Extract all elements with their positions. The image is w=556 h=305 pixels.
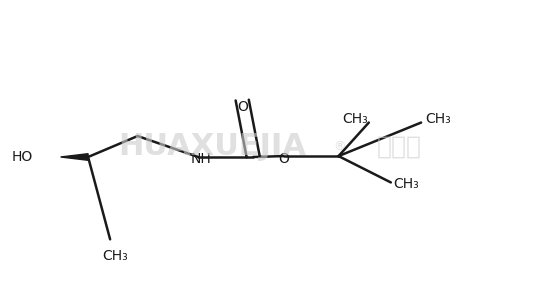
Text: O: O [237, 100, 247, 114]
Text: 化学加: 化学加 [376, 135, 421, 159]
Text: NH: NH [191, 152, 211, 166]
Text: CH₃: CH₃ [103, 249, 128, 263]
Text: CH₃: CH₃ [342, 112, 368, 126]
Polygon shape [61, 154, 88, 160]
Text: CH₃: CH₃ [394, 178, 419, 192]
Text: CH₃: CH₃ [425, 112, 451, 126]
Text: ®: ® [333, 140, 345, 153]
Text: HUAXUEJIA: HUAXUEJIA [118, 132, 306, 161]
Text: HO: HO [12, 150, 33, 164]
Text: O: O [278, 152, 289, 166]
